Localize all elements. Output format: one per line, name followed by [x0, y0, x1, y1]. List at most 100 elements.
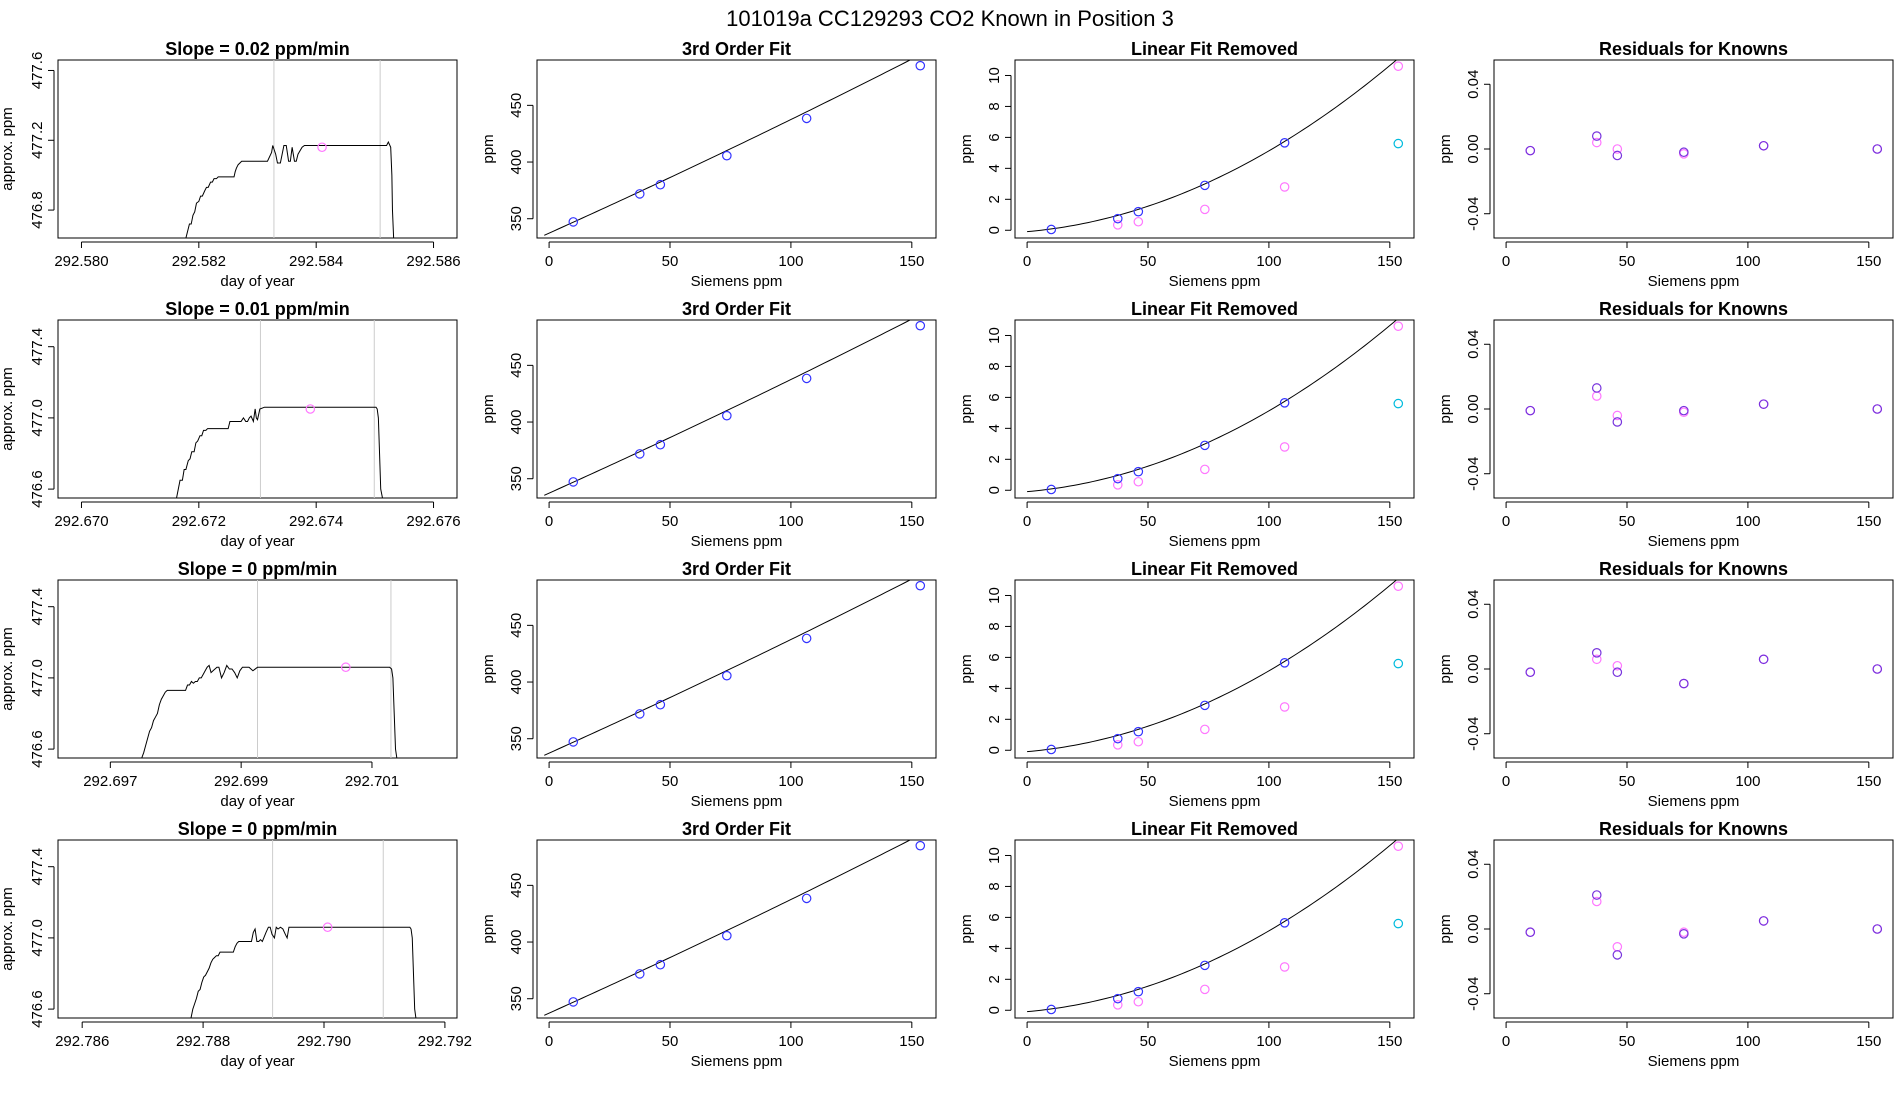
data-point-blue [1133, 206, 1144, 217]
residual-point-blue [1525, 667, 1536, 678]
x-axis-label: Siemens ppm [1648, 793, 1740, 810]
fit-curve [544, 580, 912, 756]
data-point-blue [1279, 398, 1290, 408]
residual-point-blue [1872, 664, 1883, 674]
x-tick-label: 292.786 [55, 1033, 109, 1050]
y-tick-label: 8 [986, 882, 1003, 890]
panel-grid: Slope = 0.02 ppm/min 292.580 292.582 292.58… [0, 39, 1894, 1070]
panel-linear-row-2: Linear Fit Removed 0 50 100 150 Siemens ppm 0 2… [958, 299, 1415, 550]
x-tick-label: 50 [662, 1033, 679, 1050]
y-tick-label: 450 [508, 353, 525, 378]
x-tick-label: 150 [1856, 1033, 1881, 1050]
y-tick-label: 0.00 [1465, 134, 1482, 163]
series-line [141, 664, 398, 758]
data-point-blue [1112, 733, 1123, 744]
data-point-pink [1279, 702, 1290, 712]
x-axis-label: day of year [220, 793, 294, 810]
residual-point-pink [1591, 896, 1602, 907]
panel-fit-row-3: 3rd Order Fit 0 50 100 150 Siemens ppm 350 400 4… [480, 559, 937, 810]
x-tick-label: 292.582 [172, 253, 226, 270]
y-tick-label: 6 [986, 653, 1003, 661]
residual-point-pink [1612, 660, 1623, 671]
residual-point-blue [1872, 404, 1883, 414]
y-tick-label: 10 [986, 847, 1003, 864]
panel-title: Slope = 0 ppm/min [178, 819, 338, 839]
page-title: 101019a CC129293 CO2 Known in Position 3 [726, 6, 1174, 31]
y-axis-label: approx. ppm [0, 107, 16, 190]
data-point [722, 410, 732, 421]
y-axis-label: ppm [1437, 394, 1454, 423]
y-axis-label: approx. ppm [0, 367, 16, 450]
residual-point-blue [1612, 950, 1623, 960]
plot-frame [536, 579, 937, 759]
residual-point-pink [1612, 144, 1623, 154]
y-tick-label: 2 [986, 195, 1003, 203]
data-point [915, 320, 926, 331]
y-tick-label: 4 [986, 424, 1003, 432]
residual-point-blue [1525, 405, 1536, 416]
data-point-blue [1046, 484, 1057, 495]
data-point [801, 113, 812, 124]
panel-title: 3rd Order Fit [682, 39, 791, 59]
y-tick-label: 477.6 [29, 52, 46, 90]
x-tick-label: 150 [899, 1033, 924, 1050]
data-point-blue [1112, 993, 1123, 1004]
y-tick-label: 450 [508, 613, 525, 638]
panel-timeseries-row-1: Slope = 0.02 ppm/min 292.580 292.582 292.58… [0, 39, 461, 290]
x-tick-label: 50 [662, 513, 679, 530]
data-point-pink [1393, 61, 1404, 71]
x-tick-label: 0 [1023, 1033, 1031, 1050]
data-point-pink [1112, 480, 1123, 490]
plot-frame [57, 59, 458, 239]
y-tick-label: 477.0 [29, 659, 46, 697]
residual-point-blue [1679, 678, 1689, 689]
plot-area [1525, 383, 1883, 427]
panel-resid-row-4: Residuals for Knowns 0 50 100 150 Siemens ppm… [1437, 819, 1894, 1070]
residual-point-blue [1679, 929, 1689, 939]
mean-marker [322, 922, 333, 933]
y-tick-label: 0.00 [1465, 394, 1482, 423]
residual-point-blue [1872, 144, 1883, 154]
y-tick-label: 477.4 [29, 588, 46, 626]
residual-point-pink [1591, 391, 1602, 401]
series-line [185, 140, 396, 238]
y-tick-label: 400 [508, 150, 525, 175]
data-point-cyan [1393, 918, 1404, 929]
plot-frame [1014, 579, 1415, 759]
x-tick-label: 50 [1140, 1033, 1157, 1050]
fit-curve [1027, 320, 1398, 493]
x-axis-label: Siemens ppm [691, 793, 783, 810]
residual-point-blue [1758, 399, 1769, 409]
data-point-pink [1279, 962, 1290, 972]
plot-area [1525, 131, 1883, 161]
y-tick-label: 350 [508, 466, 525, 491]
y-tick-label: 350 [508, 206, 525, 231]
plot-area [141, 580, 398, 758]
plot-frame [1493, 319, 1894, 499]
x-axis-label: Siemens ppm [1648, 1053, 1740, 1070]
y-tick-label: -0.04 [1465, 717, 1482, 751]
x-tick-label: 0 [1502, 253, 1510, 270]
x-tick-label: 100 [1256, 513, 1281, 530]
data-point-blue [1200, 440, 1210, 451]
plot-area [544, 320, 926, 496]
panel-title: Linear Fit Removed [1131, 819, 1298, 839]
residual-point-blue [1679, 147, 1689, 158]
x-tick-label: 292.580 [54, 253, 108, 270]
panel-resid-row-2: Residuals for Knowns 0 50 100 150 Siemens ppm… [1437, 299, 1894, 550]
data-point-blue [1133, 466, 1144, 477]
x-tick-label: 292.584 [289, 253, 343, 270]
data-point [915, 580, 926, 591]
panel-title: Slope = 0.01 ppm/min [165, 299, 350, 319]
plot-area [544, 840, 926, 1016]
y-tick-label: 350 [508, 986, 525, 1011]
data-point [568, 997, 579, 1007]
x-tick-label: 0 [1502, 1033, 1510, 1050]
fit-curve [1027, 60, 1398, 233]
data-point-pink [1200, 464, 1210, 475]
fit-curve [544, 60, 912, 236]
y-tick-label: -0.04 [1465, 197, 1482, 231]
y-tick-label: 10 [986, 587, 1003, 604]
plot-area [1525, 648, 1883, 689]
data-point [634, 709, 645, 719]
